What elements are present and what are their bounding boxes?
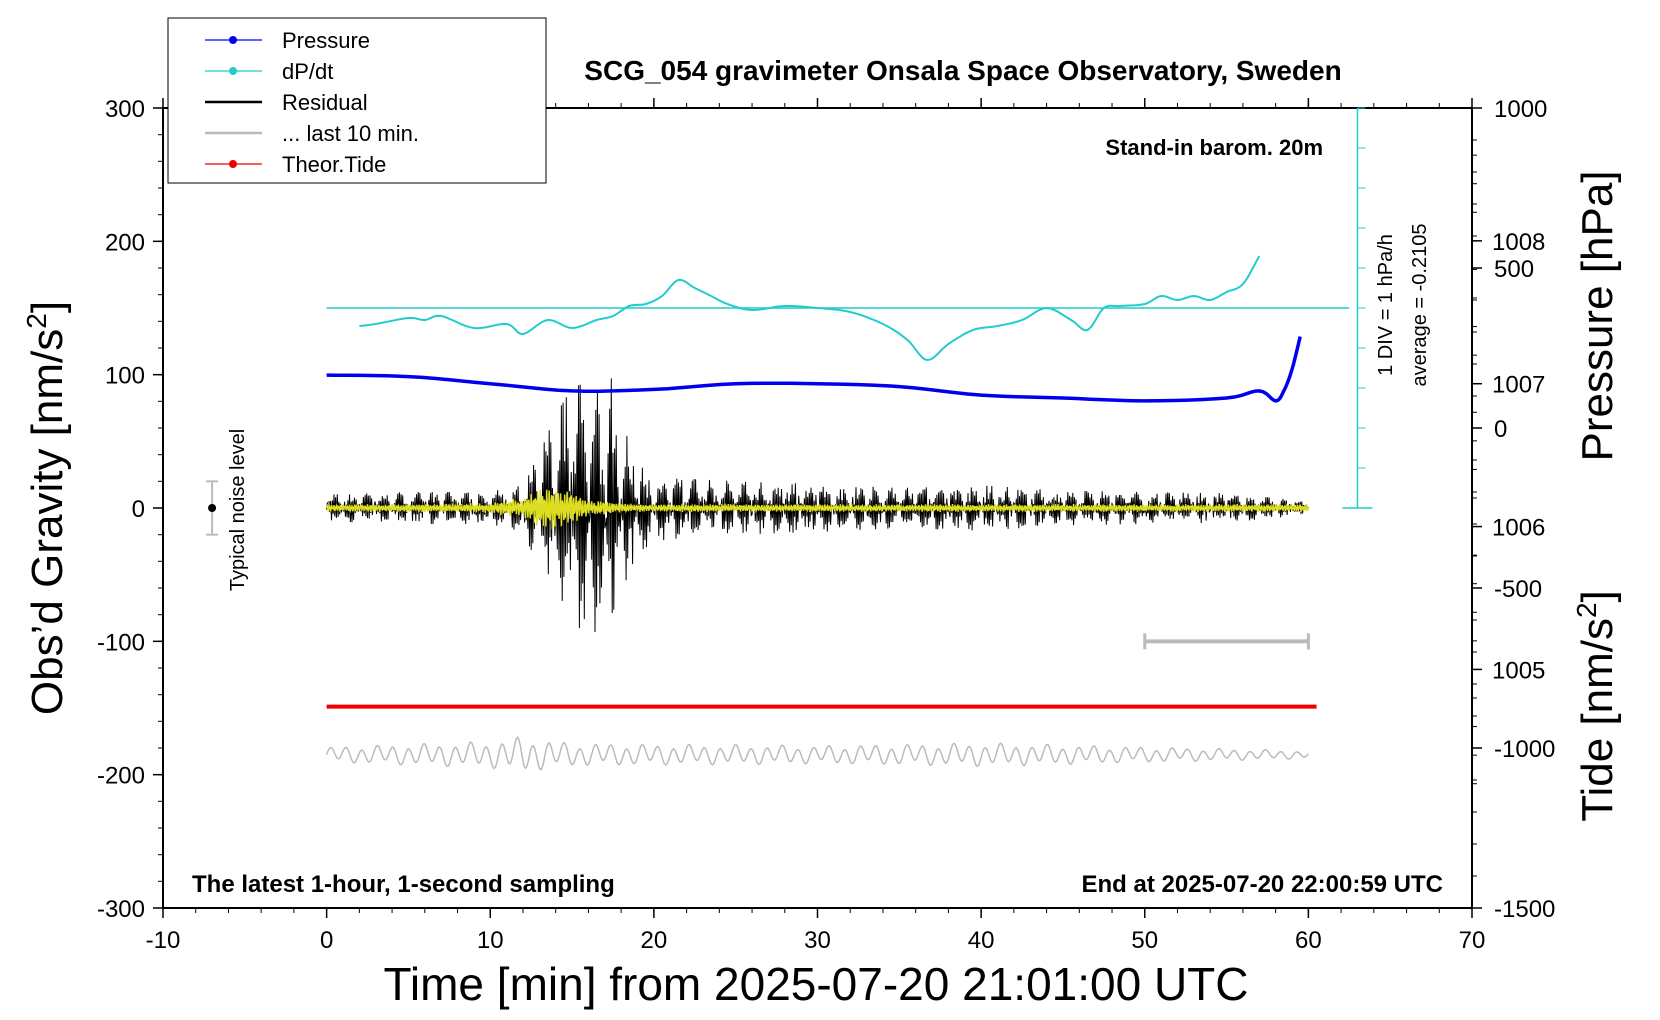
tide-axis-label-tail: ] — [1573, 590, 1622, 602]
axes-layer: -10 0 10 20 30 40 50 60 70-300-200-1000100200300… — [97, 96, 1555, 954]
legend-marker — [229, 67, 237, 75]
pressure-tick-label: 1005 — [1492, 657, 1545, 684]
x-tick-label: -10 — [146, 927, 181, 954]
marks-layer — [206, 480, 1310, 650]
legend-marker — [229, 36, 237, 44]
svg-text:Typical noise level: Typical noise level — [227, 429, 249, 591]
div-label: 1 DIV = 1 hPa/h — [1375, 234, 1397, 376]
y-tick-label: -200 — [97, 763, 145, 790]
noise-dot — [208, 504, 217, 512]
y-tick-label: 300 — [105, 96, 145, 123]
svg-text:average = -0.2105: average = -0.2105 — [1409, 224, 1431, 387]
tide-tick-label: 1000 — [1494, 96, 1547, 123]
x-axis-label: Time [min] from 2025-07-20 21:01:00 UTC — [384, 958, 1249, 1010]
dpdt-line — [359, 255, 1261, 362]
y-axis-label-main: Obs’d Gravity [nm/s — [23, 329, 72, 715]
tide-tick-label: -500 — [1494, 576, 1542, 603]
legend-label: Residual — [282, 90, 368, 115]
pressure-tick-label: 1006 — [1492, 515, 1545, 542]
x-tick-label: 40 — [968, 927, 995, 954]
pressure-line — [326, 336, 1302, 403]
x-tick-label: 60 — [1295, 927, 1322, 954]
svg-text:1 DIV = 1 hPa/h: 1 DIV = 1 hPa/h — [1375, 234, 1397, 376]
svg-text:Obs’d Gravity [nm/s2]: Obs’d Gravity [nm/s2] — [21, 301, 72, 715]
tide-axis-label: Tide [nm/s2] — [1571, 590, 1622, 822]
y-tick-label: -100 — [97, 629, 145, 656]
tide-tick-label: 0 — [1494, 416, 1507, 443]
barometer-note: Stand-in barom. 20m — [1105, 135, 1323, 160]
last-10-min-line — [325, 736, 1309, 771]
x-tick-label: 20 — [641, 927, 668, 954]
legend-marker — [229, 160, 237, 168]
y-tick-label: 100 — [105, 363, 145, 390]
pressure-tick-label: 1008 — [1492, 229, 1545, 256]
tide-axis-label-main: Tide [nm/s — [1573, 618, 1622, 822]
legend-label: dP/dt — [282, 59, 333, 84]
tide-axis-label-sup: 2 — [1571, 602, 1602, 618]
legend: Pressure dP/dt Residual ... last 10 min. The… — [167, 17, 547, 184]
y-tick-label: 0 — [132, 496, 145, 523]
x-tick-label: 10 — [477, 927, 504, 954]
y-tick-label: 200 — [105, 229, 145, 256]
average-label: average = -0.2105 — [1409, 224, 1431, 387]
residual-filtered-line — [325, 489, 1310, 530]
y-axis-label-tail: ] — [23, 301, 72, 313]
x-tick-label: 0 — [320, 927, 333, 954]
x-tick-label: 50 — [1131, 927, 1158, 954]
tide-tick-label: 500 — [1494, 256, 1534, 283]
legend-label: Pressure — [282, 28, 370, 53]
x-tick-label: 70 — [1459, 927, 1486, 954]
chart-title: SCG_054 gravimeter Onsala Space Observat… — [584, 55, 1341, 86]
series-layer — [325, 255, 1350, 771]
legend-box — [167, 17, 547, 184]
svg-text:Pressure [hPa]: Pressure [hPa] — [1573, 170, 1622, 461]
bottom-left-note: The latest 1-hour, 1-second sampling — [192, 871, 615, 898]
tide-tick-label: -1500 — [1494, 896, 1555, 923]
pressure-axis-label: Pressure [hPa] — [1573, 170, 1622, 461]
tide-tick-label: -1000 — [1494, 736, 1555, 763]
y-axis-label-sup: 2 — [21, 313, 52, 329]
legend-label: ... last 10 min. — [282, 121, 419, 146]
pressure-tick-label: 1007 — [1492, 372, 1545, 399]
svg-text:Tide [nm/s2]: Tide [nm/s2] — [1571, 590, 1622, 822]
noise-label: Typical noise level — [227, 429, 249, 591]
x-tick-label: 30 — [804, 927, 831, 954]
bottom-right-note: End at 2025-07-20 22:00:59 UTC — [1082, 871, 1444, 898]
y-tick-label: -300 — [97, 896, 145, 923]
legend-label: Theor.Tide — [282, 152, 386, 177]
y-axis-label: Obs’d Gravity [nm/s2] — [21, 301, 72, 715]
